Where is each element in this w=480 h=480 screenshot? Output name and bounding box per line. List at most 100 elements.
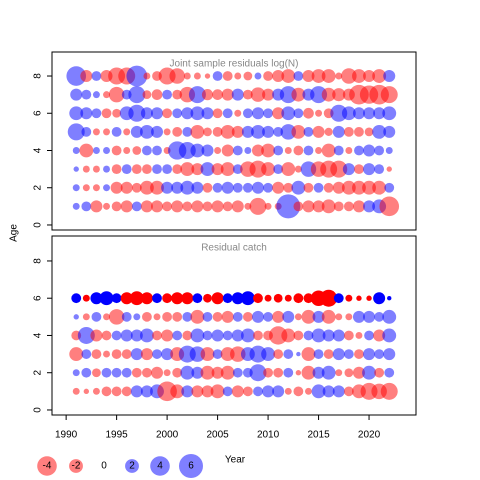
bubble <box>211 292 224 305</box>
bubble <box>272 310 285 323</box>
bubble <box>191 181 204 194</box>
bubble <box>191 385 204 398</box>
bubble <box>382 309 397 324</box>
bubble <box>384 182 395 193</box>
bubble <box>231 200 244 213</box>
bubble <box>363 144 376 157</box>
bubble <box>190 328 205 343</box>
bubble <box>91 349 102 359</box>
bubble <box>374 164 385 175</box>
bubble <box>324 127 333 136</box>
bubble <box>312 200 325 213</box>
bubble <box>321 199 336 214</box>
bubble <box>120 181 133 194</box>
bubble <box>172 126 183 137</box>
bubble <box>133 313 141 321</box>
bubble <box>343 126 354 137</box>
bubble <box>103 202 110 210</box>
bubble <box>364 127 374 137</box>
bubble <box>232 145 243 156</box>
bubble <box>140 348 153 361</box>
bubble <box>263 311 273 322</box>
bubble <box>261 347 276 362</box>
bubble <box>232 164 243 175</box>
bubble <box>163 369 171 377</box>
bubble <box>157 381 177 402</box>
bubble <box>284 294 292 302</box>
bubble <box>341 68 357 84</box>
bubble <box>366 295 372 301</box>
bubble <box>280 124 297 140</box>
bubble <box>182 201 193 212</box>
bubble <box>161 329 174 342</box>
bubble <box>345 294 353 302</box>
bubble <box>162 164 173 175</box>
bubble <box>342 163 355 176</box>
bubble <box>181 385 194 398</box>
bubble <box>81 367 92 378</box>
bubble <box>283 349 294 359</box>
y-tick-label: 0 <box>33 407 44 413</box>
bubble <box>103 184 110 192</box>
bubble <box>332 329 345 342</box>
bubble <box>202 182 213 193</box>
bubble <box>312 125 325 138</box>
bubble <box>161 181 174 194</box>
bubble <box>183 72 191 80</box>
bubble <box>232 367 243 378</box>
bubble <box>249 345 267 363</box>
bubble <box>130 348 143 361</box>
bubble <box>363 107 376 120</box>
bubble <box>142 367 152 378</box>
bubble <box>293 145 304 156</box>
bubble <box>162 293 173 304</box>
bubble <box>231 88 244 101</box>
bubble <box>291 180 306 195</box>
bubble <box>284 387 292 395</box>
bubble <box>282 310 295 323</box>
bubble <box>151 89 163 101</box>
y-tick-label: 4 <box>33 147 44 153</box>
bubble <box>91 311 102 322</box>
bubble <box>192 293 203 304</box>
bubble <box>362 180 376 195</box>
bubble <box>283 367 294 378</box>
bubble <box>131 201 142 212</box>
bubble <box>131 367 142 378</box>
bubble <box>140 292 153 305</box>
bubble <box>111 164 122 175</box>
legend-label: 0 <box>101 461 107 472</box>
bubble <box>220 365 235 380</box>
bubble <box>305 387 312 395</box>
bubble <box>362 365 376 380</box>
bubble <box>313 349 324 359</box>
bubble <box>72 202 80 210</box>
bubble <box>352 69 366 83</box>
bubble <box>171 292 184 305</box>
bubble <box>201 107 214 120</box>
bubble <box>152 330 162 341</box>
bubble <box>128 104 146 122</box>
bubble <box>212 349 223 359</box>
bubble <box>387 296 392 301</box>
bubble <box>242 386 253 397</box>
bubble <box>321 309 336 324</box>
bubble <box>272 181 285 194</box>
bubble <box>343 201 354 212</box>
bubble <box>321 87 336 102</box>
bubble <box>130 329 143 342</box>
plot-frame <box>51 51 417 231</box>
bubble <box>293 293 304 304</box>
bubble <box>71 293 82 304</box>
bubble <box>99 291 114 306</box>
bubble <box>311 328 326 343</box>
y-tick-label: 0 <box>33 222 44 228</box>
y-tick-label: 6 <box>33 110 44 116</box>
bubble <box>364 330 374 341</box>
bubble <box>254 72 262 80</box>
bubble <box>181 292 194 305</box>
bubble <box>273 164 284 175</box>
bubble <box>72 184 80 192</box>
bubble <box>341 180 356 195</box>
bubble <box>276 194 301 219</box>
